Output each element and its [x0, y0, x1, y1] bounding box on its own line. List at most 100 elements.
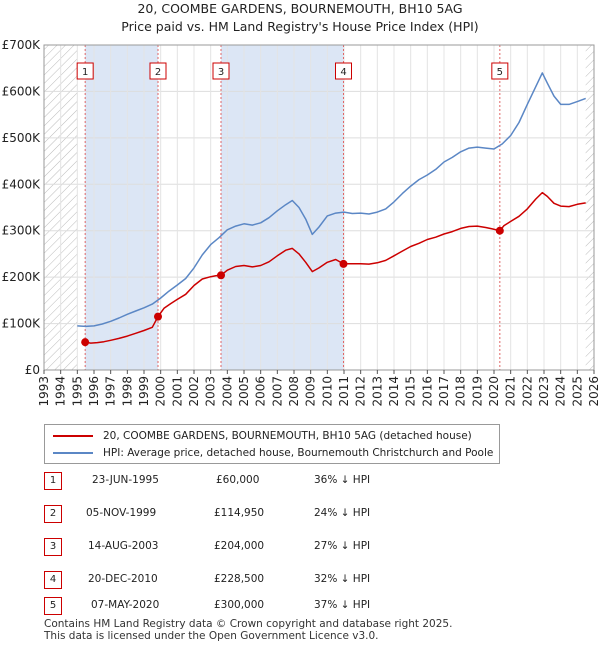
- x-tick-label: 2005: [237, 376, 251, 407]
- sale-marker: [217, 271, 225, 280]
- sale-label-text: 3: [218, 67, 224, 78]
- sale-number-labels: 1 2 3 4 5: [76, 62, 509, 80]
- x-tick-label: 1996: [87, 376, 101, 407]
- legend-label-hpi: HPI: Average price, detached house, Bour…: [103, 447, 494, 459]
- footer-licence: This data is licensed under the Open Gov…: [44, 630, 379, 642]
- x-tick-label: 2025: [570, 376, 584, 407]
- x-tick-label: 2020: [487, 376, 501, 407]
- x-tick-label: 2011: [337, 376, 351, 407]
- hatch-right: [585, 45, 594, 370]
- sale-marker: [81, 338, 90, 347]
- sale-label-box: [212, 62, 230, 80]
- footer-copyright: Contains HM Land Registry data © Crown c…: [44, 618, 453, 630]
- x-tick-label: 2021: [504, 376, 518, 407]
- x-tick-label: 2008: [287, 376, 301, 407]
- x-tick-label: 1997: [104, 376, 118, 407]
- x-tick-label: 2006: [254, 376, 268, 407]
- x-tick-label: 2009: [304, 376, 318, 407]
- x-tick-label: 2017: [437, 376, 451, 407]
- sale-price: £114,950: [214, 507, 265, 519]
- price-chart: 20, COOMBE GARDENS, BOURNEMOUTH, BH10 5A…: [2, 1, 600, 407]
- sale-price: £204,000: [214, 540, 265, 552]
- sale-marker: [339, 259, 348, 268]
- sale-date: 20-DEC-2010: [88, 573, 158, 585]
- footer: Contains HM Land Registry data © Crown c…: [44, 618, 452, 642]
- x-tick-label: 2004: [220, 376, 234, 407]
- y-tick-label: £0: [25, 363, 40, 377]
- sale-date: 07-MAY-2020: [91, 599, 160, 611]
- sale-label-text: 1: [82, 67, 88, 78]
- x-tick-label: 1994: [54, 376, 68, 407]
- sale-hpi-diff: 27% ↓ HPI: [314, 540, 371, 552]
- y-tick-label: £200K: [2, 270, 42, 284]
- legend-swatch-hpi: [53, 452, 93, 454]
- plot-border: [43, 44, 595, 371]
- sale-hpi-diff: 24% ↓ HPI: [314, 507, 371, 519]
- sale-label-box: [149, 62, 167, 80]
- x-tick-label: 2012: [354, 376, 368, 407]
- legend: 20, COOMBE GARDENS, BOURNEMOUTH, BH10 5A…: [44, 424, 500, 464]
- sale-price: £60,000: [216, 474, 260, 486]
- x-tick-label: 2019: [470, 376, 484, 407]
- sale-date: 14-AUG-2003: [88, 540, 159, 552]
- x-tick-label: 2003: [204, 376, 218, 407]
- sale-number-badge: 4: [44, 571, 62, 589]
- sale-number-badge: 5: [44, 597, 62, 615]
- y-tick-label: £500K: [2, 131, 42, 145]
- sale-label-box: [76, 62, 94, 80]
- legend-item-hpi: HPI: Average price, detached house, Bour…: [53, 445, 493, 461]
- x-tick-label: 2010: [320, 376, 334, 407]
- chart-title: 20, COOMBE GARDENS, BOURNEMOUTH, BH10 5A…: [137, 1, 462, 16]
- sale-date: 23-JUN-1995: [92, 474, 159, 486]
- y-tick-label: £700K: [2, 38, 42, 52]
- y-axis: £0 £100K £200K £300K £400K £500K £600K £700K: [2, 38, 42, 377]
- sale-price: £228,500: [214, 573, 265, 585]
- sale-row: 5 07-MAY-2020 £300,000 37% ↓ HPI: [44, 597, 404, 615]
- x-axis: 1993 1994 1995 1996 1997 1998 1999 2000 2001 2002…: [37, 370, 600, 407]
- x-tick-label: 2007: [270, 376, 284, 407]
- sale-label-box: [491, 62, 509, 80]
- sale-row: 3 14-AUG-2003 £204,000 27% ↓ HPI: [44, 538, 404, 556]
- y-tick-label: £600K: [2, 84, 42, 98]
- x-tick-label: 2000: [154, 376, 168, 407]
- x-tick-label: 2024: [554, 376, 568, 407]
- sale-price: £300,000: [214, 599, 265, 611]
- chart-subtitle: Price paid vs. HM Land Registry's House …: [121, 19, 478, 34]
- x-tick-label: 2022: [520, 376, 534, 407]
- sale-bands: [85, 45, 344, 370]
- x-tick-label: 1993: [37, 376, 51, 407]
- x-tick-label: 1998: [120, 376, 134, 407]
- legend-swatch-property: [53, 435, 93, 437]
- sale-hpi-diff: 37% ↓ HPI: [314, 599, 371, 611]
- sale-row: 2 05-NOV-1999 £114,950 24% ↓ HPI: [44, 505, 404, 523]
- x-tick-label: 2026: [587, 376, 600, 407]
- sale-hpi-diff: 32% ↓ HPI: [314, 573, 371, 585]
- sale-marker: [154, 312, 162, 321]
- x-tick-label: 2013: [370, 376, 384, 407]
- x-tick-label: 2018: [454, 376, 468, 407]
- x-tick-label: 2014: [387, 376, 401, 407]
- y-tick-label: £300K: [2, 224, 42, 238]
- sale-label-box: [335, 62, 352, 80]
- hpi-line: [77, 72, 586, 328]
- sale-marker: [495, 226, 504, 235]
- x-tick-label: 2023: [537, 376, 551, 407]
- sale-number-badge: 1: [44, 472, 62, 490]
- y-tick-label: £400K: [2, 177, 42, 191]
- x-tick-label: 1999: [137, 376, 151, 407]
- sale-label-text: 5: [497, 67, 503, 78]
- legend-label-property: 20, COOMBE GARDENS, BOURNEMOUTH, BH10 5A…: [103, 430, 472, 442]
- legend-item-property: 20, COOMBE GARDENS, BOURNEMOUTH, BH10 5A…: [53, 428, 472, 444]
- property-line: [85, 191, 586, 344]
- sale-number-badge: 2: [44, 505, 62, 523]
- sale-markers: [81, 226, 504, 347]
- sale-row: 1 23-JUN-1995 £60,000 36% ↓ HPI: [44, 472, 404, 490]
- x-tick-label: 2002: [187, 376, 201, 407]
- sale-hpi-diff: 36% ↓ HPI: [314, 474, 371, 486]
- sale-row: 4 20-DEC-2010 £228,500 32% ↓ HPI: [44, 571, 404, 589]
- x-tick-label: 2001: [170, 376, 184, 407]
- sale-label-text: 2: [155, 67, 161, 78]
- sale-number-badge: 3: [44, 538, 62, 556]
- sale-band: [85, 45, 158, 370]
- x-tick-label: 2016: [420, 376, 434, 407]
